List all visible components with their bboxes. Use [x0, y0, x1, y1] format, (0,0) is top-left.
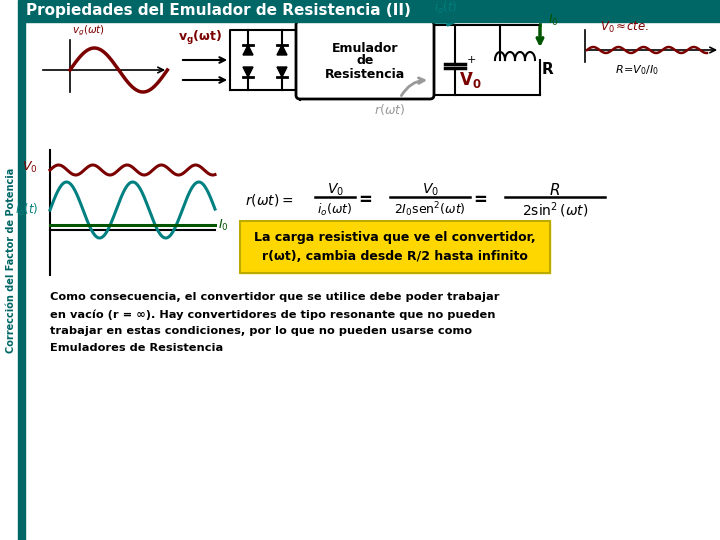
- Polygon shape: [243, 67, 253, 77]
- Text: =: =: [358, 191, 372, 209]
- Text: $v_g(\omega t)$: $v_g(\omega t)$: [72, 24, 105, 38]
- FancyBboxPatch shape: [296, 21, 434, 99]
- Text: en vacío (r = ∞). Hay convertidores de tipo resonante que no pueden: en vacío (r = ∞). Hay convertidores de t…: [50, 309, 495, 320]
- Text: $V_0$: $V_0$: [421, 182, 438, 198]
- Text: +: +: [467, 55, 477, 65]
- Text: $\mathbf{V_0}$: $\mathbf{V_0}$: [459, 70, 481, 90]
- Text: $i_o(\omega t)$: $i_o(\omega t)$: [318, 202, 353, 218]
- Text: $V_0$: $V_0$: [326, 182, 343, 198]
- Bar: [240, 221, 550, 273]
- Text: Resistencia: Resistencia: [325, 68, 405, 80]
- Bar: [18, 0, 720, 22]
- Text: Emulador: Emulador: [332, 42, 398, 55]
- Polygon shape: [277, 45, 287, 55]
- Text: $2I_0\mathrm{sen}^2(\omega t)$: $2I_0\mathrm{sen}^2(\omega t)$: [394, 201, 466, 219]
- Text: $i_o(t)$: $i_o(t)$: [14, 202, 38, 218]
- Text: Emuladores de Resistencia: Emuladores de Resistencia: [50, 343, 223, 353]
- Bar: [240, 221, 550, 273]
- Text: $R\!=\!V_0/I_0$: $R\!=\!V_0/I_0$: [615, 63, 659, 77]
- Text: -: -: [467, 67, 471, 77]
- Text: $I_0$: $I_0$: [218, 218, 229, 233]
- Text: de: de: [356, 55, 374, 68]
- Text: $r(\omega t)$: $r(\omega t)$: [374, 102, 405, 117]
- Text: Propiedades del Emulador de Resistencia (II): Propiedades del Emulador de Resistencia …: [26, 3, 411, 18]
- Text: R: R: [542, 63, 554, 78]
- Text: $V_0$: $V_0$: [22, 159, 38, 174]
- Text: $I_0$: $I_0$: [548, 12, 559, 28]
- Bar: [18, 22, 25, 540]
- Polygon shape: [243, 45, 253, 55]
- Text: $r(\omega t) =$: $r(\omega t) =$: [245, 192, 294, 208]
- Text: =: =: [473, 191, 487, 209]
- Text: r(ωt), cambia desde R/2 hasta infinito: r(ωt), cambia desde R/2 hasta infinito: [262, 251, 528, 264]
- Text: La carga resistiva que ve el convertidor,: La carga resistiva que ve el convertidor…: [254, 231, 536, 244]
- Text: Como consecuencia, el convertidor que se utilice debe poder trabajar: Como consecuencia, el convertidor que se…: [50, 292, 500, 302]
- Text: trabajar en estas condiciones, por lo que no pueden usarse como: trabajar en estas condiciones, por lo qu…: [50, 326, 472, 336]
- Text: $R$: $R$: [549, 182, 561, 198]
- Text: $V_0\approx\!cte.$: $V_0\approx\!cte.$: [600, 20, 649, 35]
- Text: Corrección del Factor de Potencia: Corrección del Factor de Potencia: [6, 167, 16, 353]
- Polygon shape: [277, 67, 287, 77]
- Text: $\mathbf{v_g(\omega t)}$: $\mathbf{v_g(\omega t)}$: [178, 29, 222, 47]
- Text: $2\sin^2(\omega t)$: $2\sin^2(\omega t)$: [522, 200, 588, 220]
- Text: $i_o(t)$: $i_o(t)$: [434, 0, 458, 16]
